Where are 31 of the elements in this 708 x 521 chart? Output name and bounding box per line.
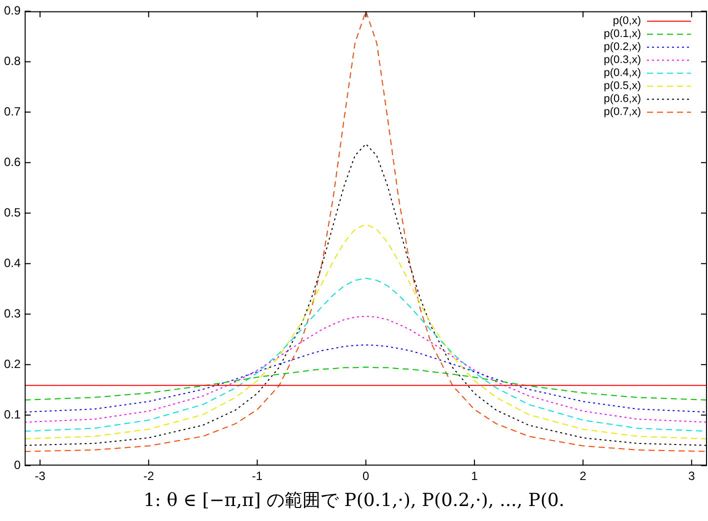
y-tick-label: 0.3 <box>4 306 21 320</box>
legend-label: p(0.5,x) <box>604 80 641 92</box>
legend-label: p(0.1,x) <box>604 28 641 40</box>
legend-label: p(0.4,x) <box>604 67 641 80</box>
legend-label: p(0.6,x) <box>604 93 641 106</box>
x-tick-label: -2 <box>143 469 154 484</box>
line-series <box>24 344 707 413</box>
x-tick-label: 2 <box>580 469 587 484</box>
line-series <box>24 224 707 440</box>
x-tick-label: -1 <box>252 469 263 484</box>
legend-label: p(0.3,x) <box>604 54 641 66</box>
legend-label: p(0.7,x) <box>604 106 641 118</box>
line-series <box>24 366 707 400</box>
legend-label: p(0,x) <box>612 15 641 28</box>
line-series <box>24 11 707 452</box>
x-tick-label: 1 <box>471 469 478 484</box>
y-tick-label: 0.5 <box>4 205 21 220</box>
y-tick-label: 0.9 <box>4 4 21 18</box>
x-tick-label: 3 <box>688 469 696 484</box>
y-tick-label: 0.4 <box>4 256 21 270</box>
y-tick-label: 0.2 <box>4 356 21 371</box>
x-tick-label: -3 <box>34 469 46 484</box>
text: 1: θ ∈ [−π,π] の範囲で P(0.1,·), P(0.2,·), ..., P(0. <box>142 489 566 512</box>
legend-label: p(0.2,x) <box>604 41 641 54</box>
y-tick-label: 0.1 <box>4 407 21 422</box>
line-series <box>24 316 707 423</box>
x-tick-label: 0 <box>362 469 370 484</box>
y-tick-label: 0.8 <box>4 54 21 68</box>
y-tick-label: 0.7 <box>4 104 21 118</box>
y-tick-label: 0 <box>14 458 21 472</box>
y-tick-label: 0.6 <box>4 154 21 169</box>
